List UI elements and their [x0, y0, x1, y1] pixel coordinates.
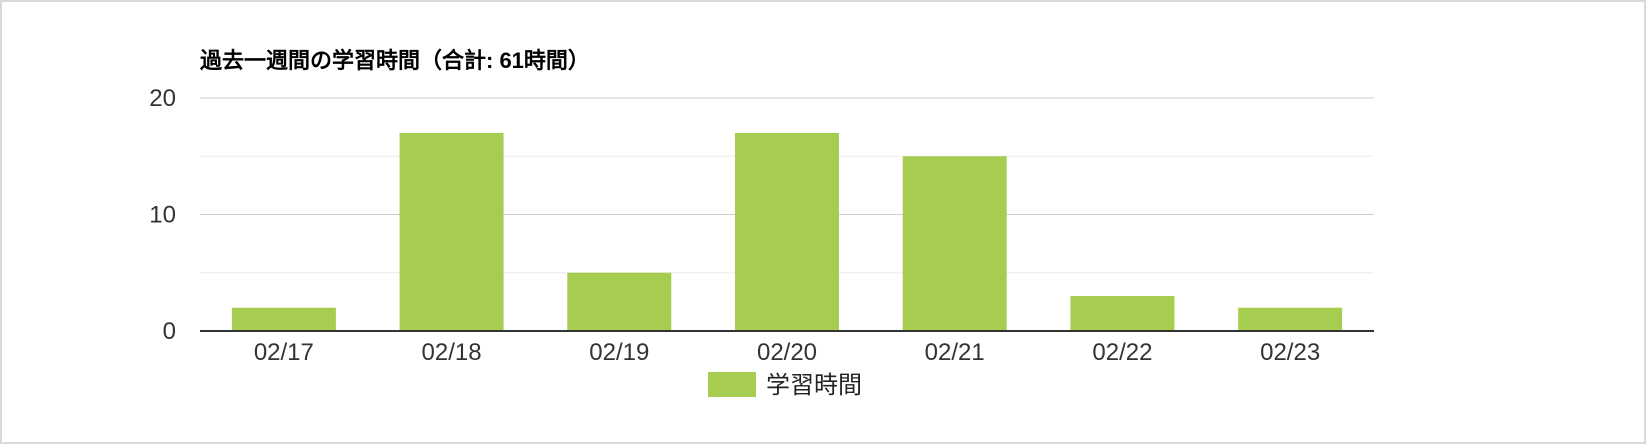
- legend-swatch: [708, 372, 756, 397]
- bar: [1070, 296, 1175, 331]
- bar: [735, 132, 839, 331]
- x-axis-ticks: 02/17 02/18 02/19 02/20 02/21 02/22 02/23: [254, 339, 1320, 366]
- x-tick-label: 02/22: [1092, 339, 1152, 366]
- bar: [902, 156, 1007, 331]
- bar: [1238, 307, 1343, 331]
- y-tick-label: 10: [149, 202, 176, 229]
- y-tick-label: 0: [163, 318, 176, 345]
- x-tick-label: 02/23: [1260, 339, 1320, 366]
- x-tick-label: 02/21: [925, 339, 985, 366]
- bar: [399, 132, 504, 331]
- x-tick-label: 02/19: [589, 339, 649, 366]
- x-tick-label: 02/17: [254, 339, 314, 366]
- chart-title: 過去一週間の学習時間（合計: 61時間）: [200, 48, 590, 73]
- bar: [567, 272, 672, 331]
- legend-label: 学習時間: [766, 372, 862, 399]
- x-tick-label: 02/20: [757, 339, 817, 366]
- bars: [231, 132, 1343, 331]
- x-tick-label: 02/18: [422, 339, 482, 366]
- y-axis-ticks: 0 10 20: [149, 85, 176, 345]
- bar: [231, 307, 336, 331]
- y-tick-label: 20: [149, 85, 176, 112]
- legend: 学習時間: [708, 372, 862, 399]
